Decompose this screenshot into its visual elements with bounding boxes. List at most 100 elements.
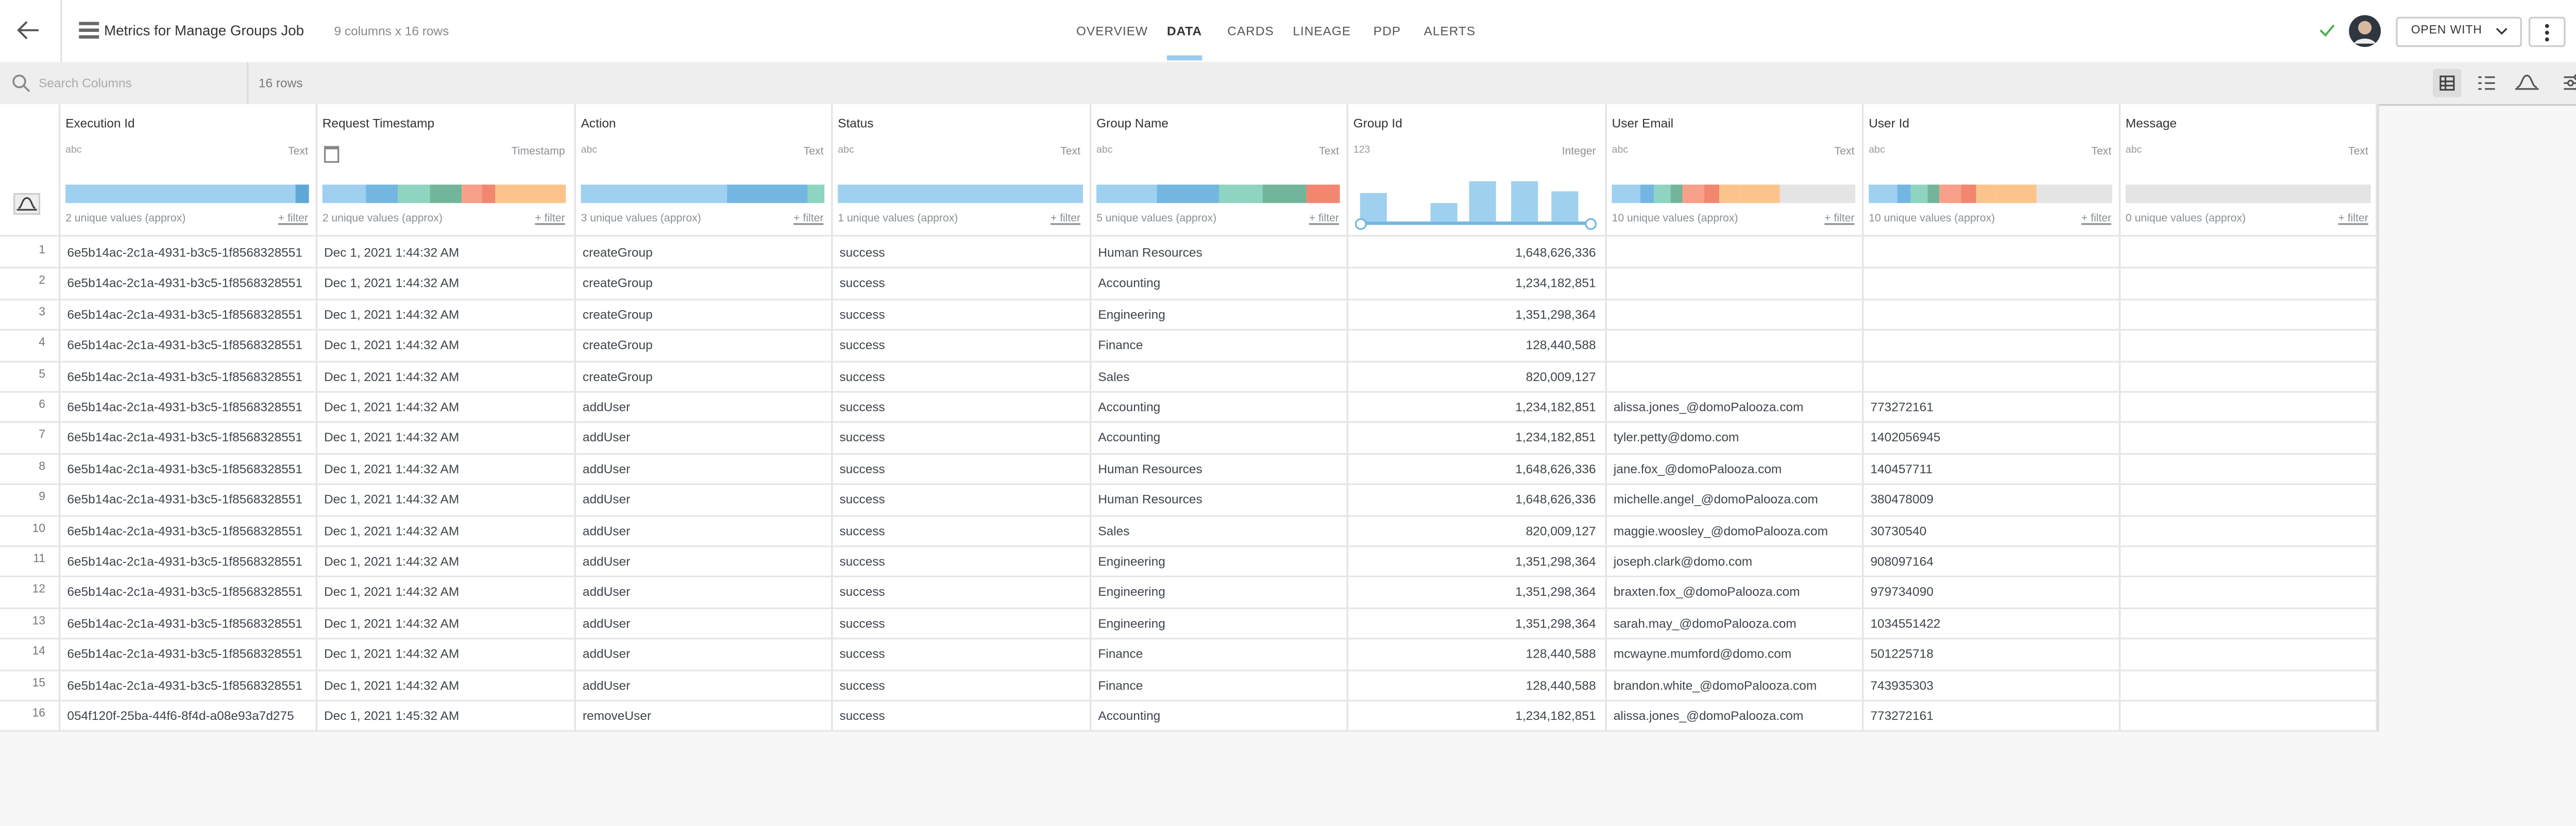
open-with-button[interactable]: OPEN WITH [2396,16,2522,47]
filter-link[interactable]: + filter [278,213,309,225]
cell: addUser [582,399,631,415]
more-button[interactable] [2528,16,2566,47]
slider-handle[interactable] [1585,218,1597,230]
cell: mcwayne.mumford@domo.com [1613,646,1792,662]
filter-link[interactable]: + filter [793,213,824,225]
filter-link[interactable]: + filter [1309,213,1339,225]
tab[interactable]: PDP [1373,23,1401,39]
column-type: Text [2348,146,2368,158]
distribution-segment [808,184,825,203]
unique-summary: 10 unique values (approx) [1869,213,1995,225]
cell: Accounting [1098,399,1161,415]
cell: addUser [582,430,631,445]
row-number: 6 [39,399,45,411]
histogram-bar [1430,203,1458,222]
cell: 1,234,182,851 [1515,399,1596,415]
row-divider [0,607,2378,609]
kebab-icon [2545,24,2549,42]
divider [60,0,62,62]
filter-link[interactable]: + filter [1824,213,1855,225]
settings-button[interactable] [2564,74,2576,92]
distribution-segment [1939,184,1962,203]
column-name[interactable]: User Id [1869,115,1910,131]
cell: success [839,554,885,569]
slider-handle[interactable] [1354,218,1367,230]
column-name[interactable]: User Email [1612,115,1674,131]
filter-link[interactable]: + filter [2338,213,2368,225]
cell: createGroup [582,368,653,384]
column-name[interactable]: Execution Id [65,115,135,131]
cell: 1034551422 [1870,615,1941,631]
cell: 6e5b14ac-2c1a-4931-b3c5-1f8568328551 [67,554,303,569]
profile-view-button[interactable] [2515,74,2539,91]
profile-toggle[interactable] [13,193,41,215]
filter-link[interactable]: + filter [1050,213,1081,225]
cell: alissa.jones_@domoPalooza.com [1613,399,1804,415]
filter-link[interactable]: + filter [2081,213,2112,225]
cell: success [839,306,885,322]
type-icon: abc [1869,146,1885,157]
type-icon: abc [581,146,598,157]
tab[interactable]: ALERTS [1423,23,1476,39]
cell: createGroup [582,245,653,261]
cell: jane.fox_@domoPalooza.com [1613,461,1782,476]
row-divider [0,699,2378,702]
cell: Sales [1098,523,1130,538]
cell: success [839,615,885,631]
cell: Human Resources [1098,492,1202,507]
avatar[interactable] [2349,15,2381,47]
column-divider [831,104,833,732]
tab[interactable]: CARDS [1227,23,1274,39]
unique-summary: 2 unique values (approx) [322,213,443,225]
distribution-segment [1612,184,1641,203]
column-name[interactable]: Status [838,115,874,131]
cell: createGroup [582,337,653,353]
type-icon: abc [2125,146,2142,157]
row-number: 9 [39,492,45,504]
back-button[interactable] [17,20,41,40]
column-name[interactable]: Group Id [1353,115,1402,131]
cell: createGroup [582,306,653,322]
distribution-segment [581,184,728,203]
row-number: 8 [39,461,45,473]
column-divider [574,104,576,732]
table-view-button[interactable] [2433,68,2462,98]
cell: Accounting [1098,708,1161,724]
cell: success [839,245,885,261]
cell: Dec 1, 2021 1:44:32 AM [324,337,460,353]
column-name[interactable]: Group Name [1096,115,1169,131]
column-type: Text [288,146,309,158]
column-name[interactable]: Action [581,115,616,131]
distribution-segment [1653,184,1671,203]
row-divider [0,514,2378,517]
cell: 6e5b14ac-2c1a-4931-b3c5-1f8568328551 [67,337,303,353]
cell: 6e5b14ac-2c1a-4931-b3c5-1f8568328551 [67,615,303,631]
cell: Dec 1, 2021 1:44:32 AM [324,554,460,569]
cell: 6e5b14ac-2c1a-4931-b3c5-1f8568328551 [67,245,303,261]
cell: Dec 1, 2021 1:44:32 AM [324,306,460,322]
tab[interactable]: OVERVIEW [1076,23,1148,39]
column-name[interactable]: Message [2125,115,2177,131]
distribution-segment [1927,184,1940,203]
unique-summary: 1 unique values (approx) [838,213,958,225]
column-divider [2376,104,2378,732]
cell: Finance [1098,337,1143,353]
tab[interactable]: DATA [1166,23,1202,39]
row-divider [0,730,2378,733]
cell: 820,009,127 [1526,523,1596,538]
cell: sarah.may_@domoPalooza.com [1613,615,1797,631]
list-view-button[interactable] [2478,76,2495,91]
cell: Human Resources [1098,461,1202,476]
search-input[interactable]: Search Columns [38,75,132,91]
distribution-segment [398,184,430,203]
distribution-segment [1704,184,1720,203]
cell: 1,234,182,851 [1515,708,1596,724]
cell: 1,648,626,336 [1515,492,1596,507]
dataset-size: 9 columns x 16 rows [334,23,449,39]
cell: 6e5b14ac-2c1a-4931-b3c5-1f8568328551 [67,430,303,445]
column-type: Integer [1562,146,1596,158]
column-name[interactable]: Request Timestamp [322,115,435,131]
tab[interactable]: LINEAGE [1293,23,1351,39]
filter-link[interactable]: + filter [535,213,565,225]
